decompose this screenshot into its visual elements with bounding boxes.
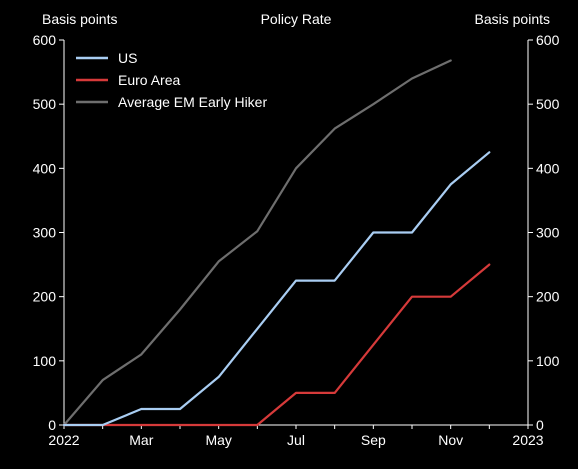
legend: US Euro Area Average EM Early Hiker (76, 50, 267, 110)
y-tick-right-label: 400 (536, 160, 560, 176)
series-layer (62, 59, 491, 427)
x-tick-label: 2023 (512, 432, 543, 448)
x-tick-label: Sep (361, 432, 386, 448)
x-tick-label: 2022 (48, 432, 79, 448)
y-tick-right-label: 0 (536, 417, 544, 433)
y-tick-left-label: 100 (33, 353, 57, 369)
y-tick-right-label: 600 (536, 32, 560, 48)
y-tick-right-label: 300 (536, 225, 560, 241)
x-tick-label: Mar (129, 432, 153, 448)
x-tick-label: Jul (287, 432, 305, 448)
y-tick-left-label: 300 (33, 225, 57, 241)
y-tick-left-label: 400 (33, 160, 57, 176)
y-tick-right-label: 100 (536, 353, 560, 369)
x-ticks: 2022 Mar May Jul Sep Nov 2023 (48, 425, 544, 448)
legend-label-euro-area: Euro Area (118, 72, 180, 88)
x-tick-label: May (205, 432, 231, 448)
y-tick-right-label: 200 (536, 289, 560, 305)
y-axis-label-right: Basis points (475, 11, 550, 27)
y-tick-left-label: 0 (48, 417, 56, 433)
chart-title: Policy Rate (261, 11, 332, 27)
x-tick-label: Nov (438, 432, 463, 448)
y-axis-label-left: Basis points (42, 11, 117, 27)
legend-label-us: US (118, 50, 137, 66)
legend-label-average-em-early-hiker: Average EM Early Hiker (118, 94, 267, 110)
y-tick-left-label: 600 (33, 32, 57, 48)
y-tick-left-label: 500 (33, 96, 57, 112)
y-tick-right-label: 500 (536, 96, 560, 112)
y-tick-left-label: 200 (33, 289, 57, 305)
y-ticks-left: 0 100 200 300 400 500 600 (33, 32, 64, 433)
y-ticks-right: 0 100 200 300 400 500 600 (528, 32, 560, 433)
series-line-average-em-early-hiker (62, 59, 452, 427)
series-line-us (62, 151, 491, 427)
series-line-euro-area (62, 263, 491, 427)
